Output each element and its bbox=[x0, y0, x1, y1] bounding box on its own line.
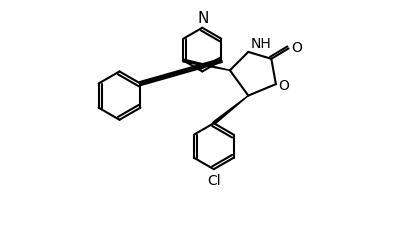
Text: NH: NH bbox=[250, 37, 271, 51]
Text: O: O bbox=[291, 41, 302, 55]
Text: Cl: Cl bbox=[208, 173, 221, 187]
Text: O: O bbox=[279, 79, 290, 93]
Text: N: N bbox=[197, 11, 208, 26]
Polygon shape bbox=[183, 60, 230, 71]
Polygon shape bbox=[213, 96, 248, 125]
